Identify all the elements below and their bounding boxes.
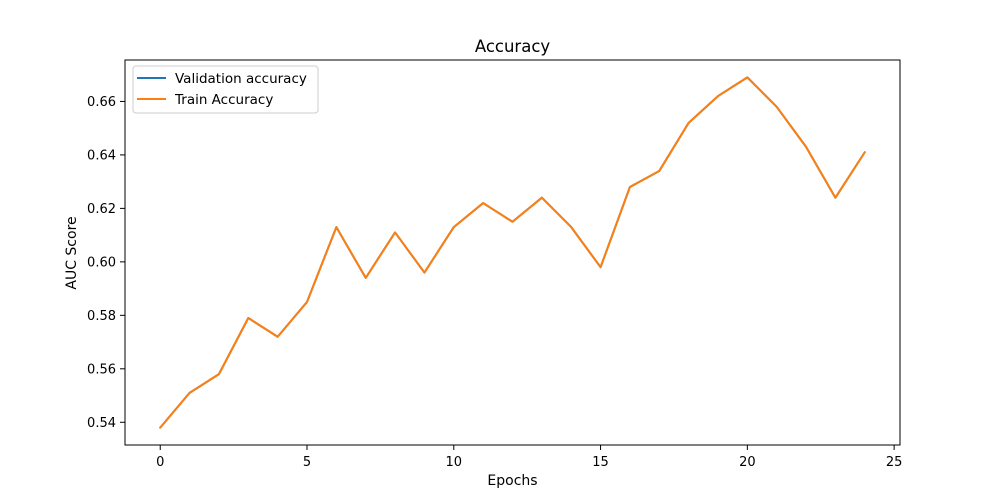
y-tick-label: 0.64 — [87, 148, 116, 163]
y-axis: 0.54 0.56 0.58 0.60 0.62 0.64 0.66 — [87, 95, 125, 431]
y-tick-label: 0.66 — [87, 95, 116, 110]
legend-frame — [132, 65, 319, 114]
x-axis: 0 5 10 15 20 25 — [156, 445, 902, 470]
y-tick-label: 0.60 — [87, 255, 116, 270]
y-axis-label: AUC Score — [64, 216, 80, 289]
x-tick-label: 5 — [303, 455, 311, 470]
plot-frame — [124, 59, 901, 446]
plot-area — [124, 59, 901, 446]
legend-label-validation: Validation accuracy — [175, 71, 307, 87]
x-tick-label: 25 — [886, 455, 903, 470]
y-tick-label: 0.56 — [87, 362, 116, 377]
series-layer — [159, 76, 866, 429]
legend-label-train: Train Accuracy — [174, 92, 273, 108]
x-tick-label: 0 — [156, 455, 164, 470]
legend: Validation accuracy Train Accuracy — [132, 65, 319, 114]
x-tick-label: 10 — [446, 455, 463, 470]
x-tick-label: 15 — [592, 455, 609, 470]
x-tick-label: 20 — [739, 455, 756, 470]
x-axis-label: Epochs — [487, 473, 537, 489]
series-line-train-accuracy — [159, 76, 866, 429]
y-tick-label: 0.58 — [87, 309, 116, 324]
y-tick-label: 0.62 — [87, 202, 116, 217]
chart-title: Accuracy — [475, 37, 551, 56]
y-tick-label: 0.54 — [87, 416, 116, 431]
